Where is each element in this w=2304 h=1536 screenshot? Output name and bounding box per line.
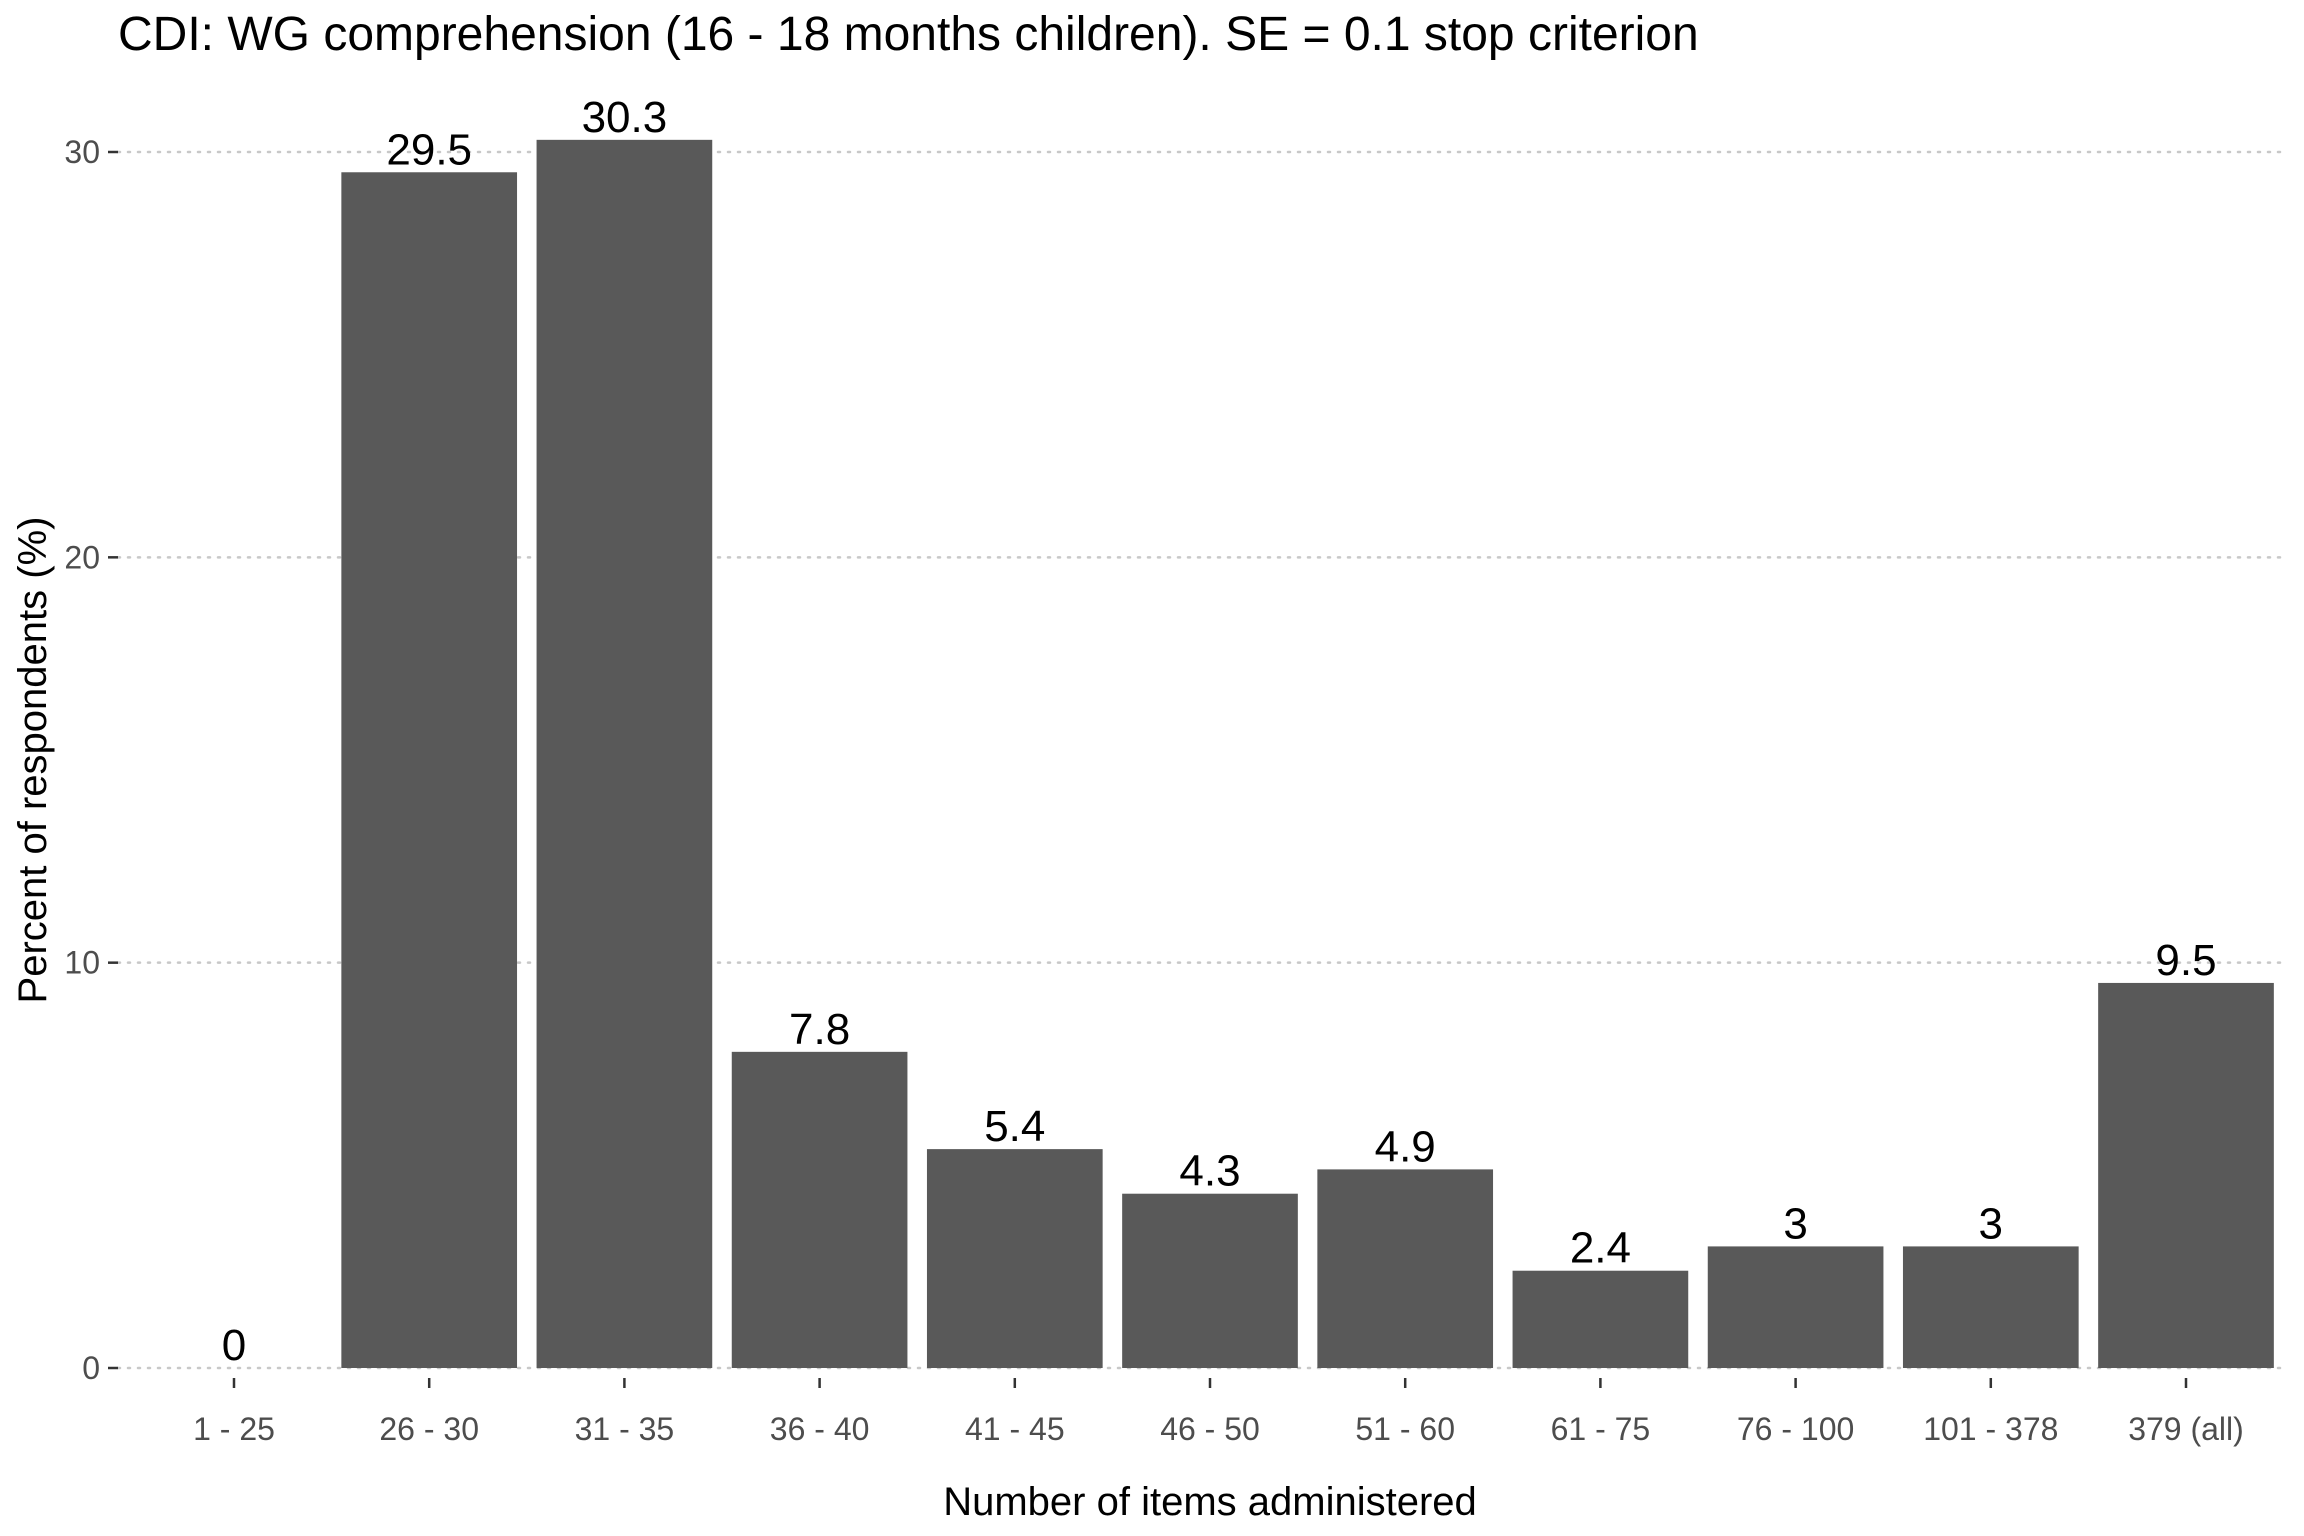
x-tick-label: 31 - 35 [575,1411,675,1447]
bar [1317,1169,1494,1368]
bar [536,139,713,1369]
x-tick-label: 41 - 45 [965,1411,1065,1447]
bar-value-label: 30.3 [582,93,668,142]
y-tick-label: 20 [64,539,100,575]
bar [1512,1270,1689,1368]
bar-value-label: 29.5 [386,125,472,174]
data-labels: 0 29.5 30.3 7.8 5.4 4.3 4.9 2.4 3 3 9.5 [222,93,2217,1370]
bar-value-label: 3 [1783,1199,1807,1248]
bar [926,1149,1103,1368]
x-tick-label: 1 - 25 [193,1411,275,1447]
chart-title: CDI: WG comprehension (16 - 18 months ch… [118,8,1699,61]
bar [1122,1193,1298,1368]
bar [1707,1246,1884,1368]
bars [341,139,2274,1369]
x-axis-title: Number of items administered [943,1480,1477,1524]
y-tick-label: 10 [64,945,100,981]
bar-value-label: 5.4 [984,1102,1045,1151]
bar [731,1051,908,1368]
x-tick-label: 36 - 40 [770,1411,870,1447]
x-tick-label: 76 - 100 [1737,1411,1854,1447]
x-tick-label: 61 - 75 [1551,1411,1651,1447]
bar-value-label: 4.9 [1375,1122,1436,1171]
y-tick-label: 0 [82,1350,100,1386]
x-tick-label: 379 (all) [2128,1411,2244,1447]
bar [2098,982,2274,1368]
bar [341,172,518,1369]
bar-value-label: 0 [222,1321,246,1370]
x-axis: 1 - 25 26 - 30 31 - 35 36 - 40 41 - 45 46 - 5… [193,1378,2244,1447]
x-tick-label: 46 - 50 [1160,1411,1260,1447]
bar-value-label: 9.5 [2155,936,2216,985]
y-axis: 0 10 20 30 [64,134,118,1386]
x-tick-label: 26 - 30 [379,1411,479,1447]
bar-value-label: 4.3 [1179,1147,1240,1196]
bar [1902,1246,2079,1368]
bar-value-label: 7.8 [789,1005,850,1054]
y-axis-title: Percent of respondents (%) [11,517,55,1004]
bar-value-label: 3 [1979,1199,2003,1248]
y-tick-label: 30 [64,134,100,170]
x-tick-label: 101 - 378 [1923,1411,2058,1447]
x-tick-label: 51 - 60 [1355,1411,1455,1447]
bar-value-label: 2.4 [1570,1224,1631,1273]
